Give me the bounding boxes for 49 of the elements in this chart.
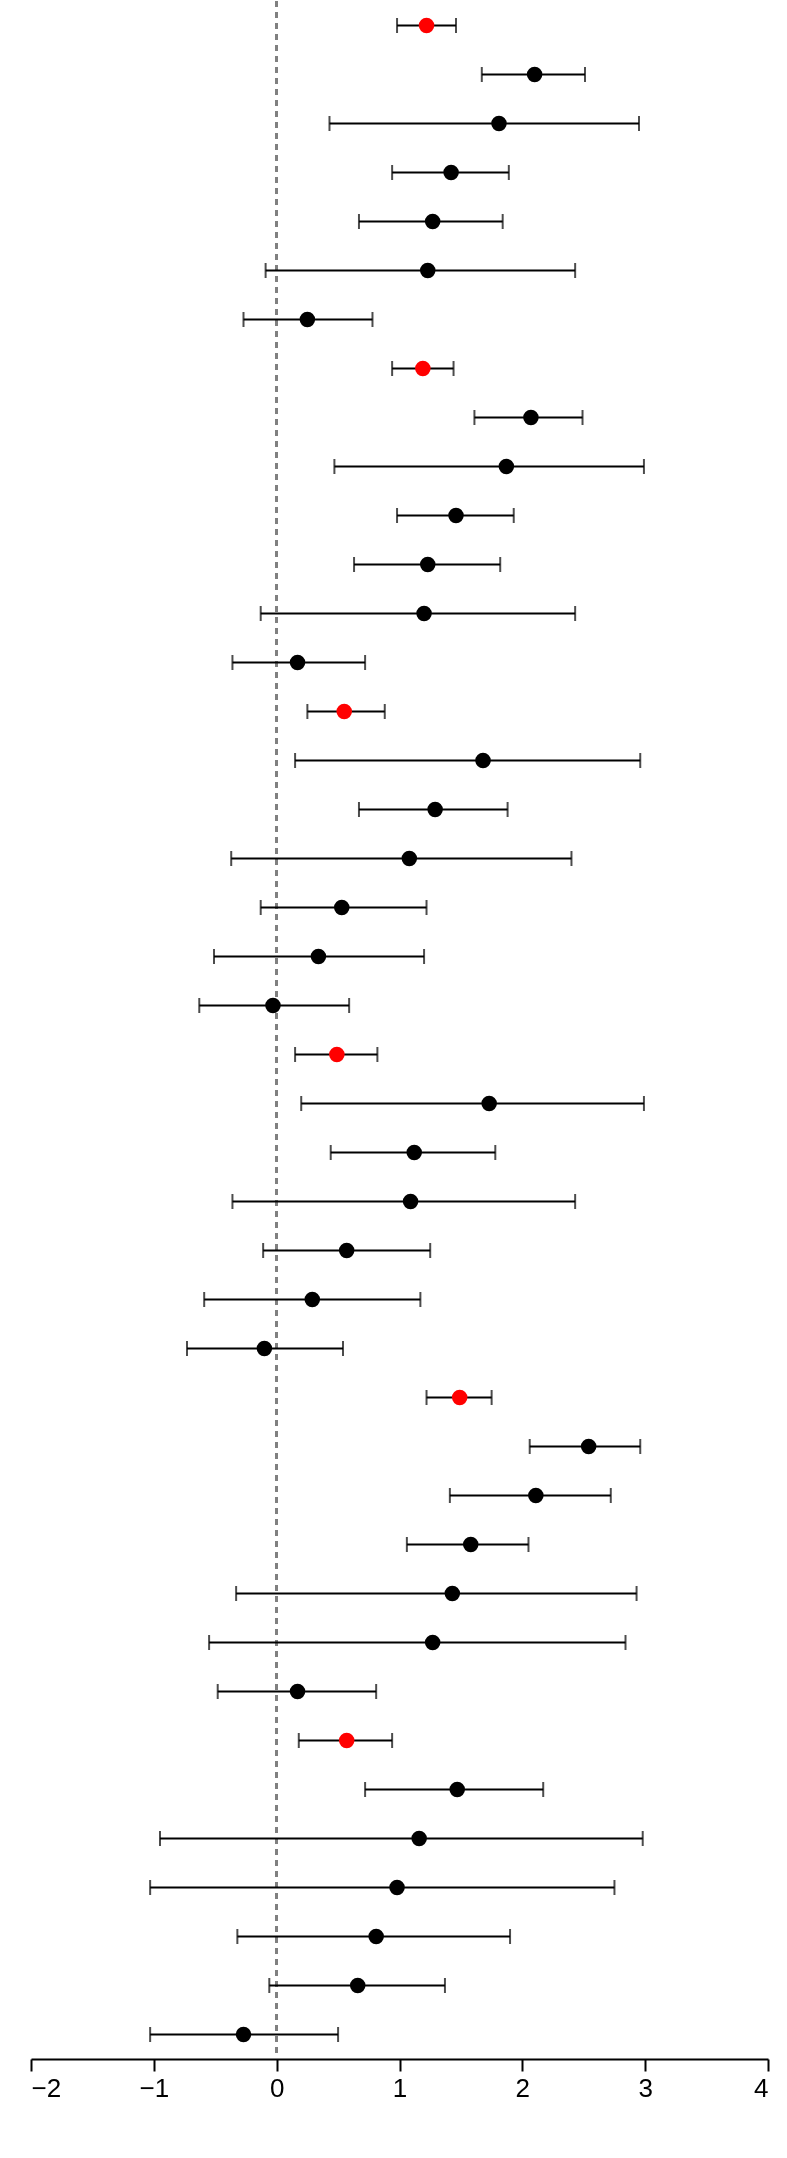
x-tick-label: 1 bbox=[392, 2072, 408, 2103]
point bbox=[424, 213, 441, 230]
x-tick-label: −1 bbox=[139, 2072, 170, 2103]
point bbox=[406, 1144, 422, 1161]
point bbox=[265, 997, 281, 1014]
point bbox=[418, 17, 435, 34]
point bbox=[448, 507, 464, 524]
x-tick-label: 3 bbox=[638, 2072, 653, 2103]
point bbox=[427, 801, 443, 818]
point bbox=[451, 1389, 468, 1406]
point bbox=[444, 1585, 461, 1602]
point bbox=[289, 654, 306, 671]
x-tick-label: −2 bbox=[31, 2072, 62, 2103]
point bbox=[235, 2026, 252, 2043]
point bbox=[289, 1683, 306, 1700]
point bbox=[338, 1242, 355, 1259]
point bbox=[299, 311, 316, 328]
point bbox=[481, 1095, 497, 1112]
point bbox=[310, 948, 327, 965]
point bbox=[416, 605, 432, 622]
point bbox=[256, 1340, 273, 1357]
point bbox=[338, 1732, 355, 1749]
point bbox=[368, 1928, 384, 1945]
point bbox=[420, 556, 436, 573]
point bbox=[415, 360, 431, 377]
point bbox=[463, 1536, 479, 1553]
point bbox=[580, 1438, 597, 1455]
point bbox=[402, 1193, 419, 1210]
point bbox=[334, 899, 350, 916]
x-tick-label: 2 bbox=[515, 2072, 531, 2103]
point bbox=[389, 1879, 405, 1896]
point bbox=[449, 1781, 465, 1798]
point bbox=[336, 703, 352, 720]
point bbox=[528, 1487, 544, 1504]
point bbox=[424, 1634, 441, 1651]
point bbox=[411, 1830, 427, 1847]
point bbox=[526, 66, 543, 83]
point bbox=[304, 1291, 321, 1308]
x-tick-label: 4 bbox=[754, 2072, 769, 2103]
point bbox=[523, 409, 539, 426]
point bbox=[491, 115, 507, 132]
point bbox=[443, 164, 459, 181]
x-tick-label: 0 bbox=[269, 2072, 285, 2103]
point bbox=[349, 1977, 366, 1994]
point bbox=[498, 458, 515, 475]
point bbox=[420, 262, 436, 279]
point bbox=[475, 752, 491, 769]
point bbox=[401, 850, 418, 867]
point bbox=[329, 1046, 345, 1063]
